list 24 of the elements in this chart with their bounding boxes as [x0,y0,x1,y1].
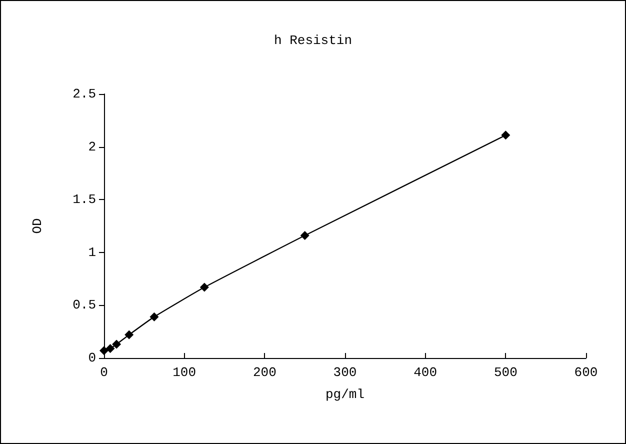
y-axis-title: OD [30,218,45,234]
x-tick-label: 0 [100,365,108,380]
x-tick-label: 300 [333,365,357,380]
x-tick-label: 400 [414,365,438,380]
x-axis-title: pg/ml [325,387,365,402]
y-tick-label: 0.5 [72,298,96,313]
y-tick-label: 1.5 [72,192,96,208]
point [124,330,134,340]
point [150,312,159,322]
y-tick-label: 0 [88,350,96,366]
x-tick-label: 500 [494,365,518,380]
point [112,340,122,349]
point [200,282,209,292]
point [106,344,115,353]
x-tick-label: 200 [252,365,276,380]
x-tick-label: 600 [574,365,598,380]
chart-title: h Resistin [274,33,352,48]
y-tick-label: 2.5 [72,86,96,102]
point [300,231,310,240]
y-tick-label: 2 [88,139,96,154]
y-tick-label: 1 [88,244,96,260]
x-tick-label: 100 [172,365,196,380]
point [501,130,510,140]
point [100,346,108,356]
